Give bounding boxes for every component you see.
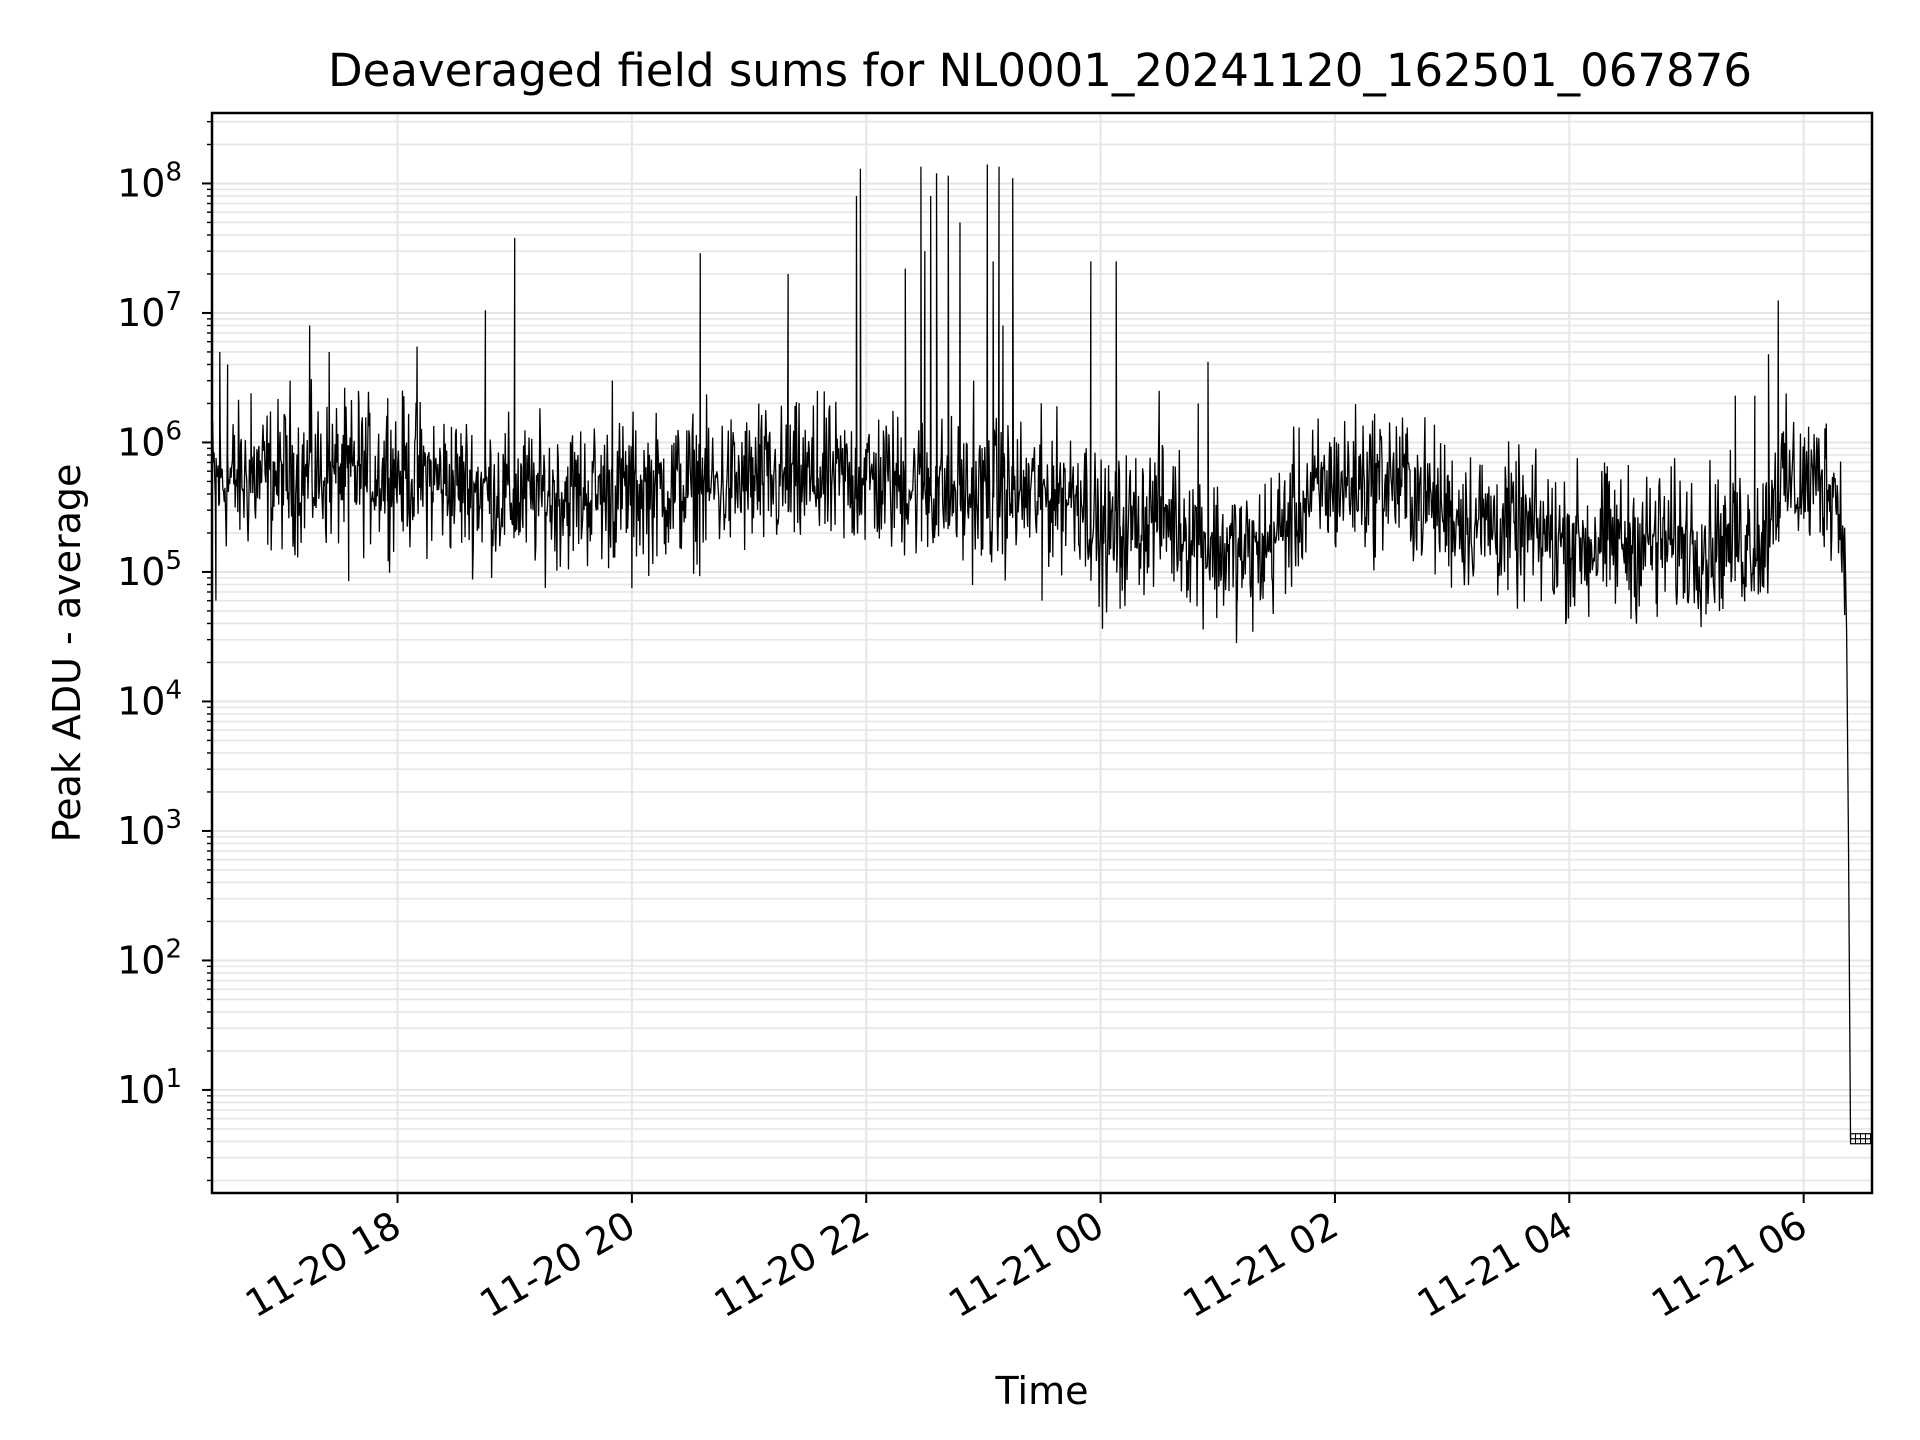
grid-lines bbox=[212, 113, 1872, 1193]
x-tick-label: 11-21 00 bbox=[941, 1203, 1111, 1327]
x-tick-label: 11-20 18 bbox=[238, 1203, 408, 1327]
y-tick-label: 108 bbox=[117, 157, 182, 205]
y-axis: 101 102 103 104 105 106 107 108 bbox=[117, 120, 212, 1182]
x-tick-label: 11-21 02 bbox=[1175, 1203, 1345, 1327]
y-tick-label: 101 bbox=[117, 1064, 182, 1112]
data-series bbox=[211, 164, 1873, 1145]
y-tick-label: 102 bbox=[117, 934, 182, 982]
y-tick-label: 105 bbox=[117, 546, 182, 594]
y-tick-label: 104 bbox=[117, 675, 182, 723]
x-tick-label: 11-21 04 bbox=[1410, 1203, 1580, 1327]
series-line bbox=[211, 164, 1872, 1140]
x-tick-label: 11-20 20 bbox=[472, 1203, 642, 1327]
plot-frame bbox=[210, 111, 1874, 1195]
x-axis-label: Time bbox=[995, 1369, 1089, 1413]
x-tick-label: 11-21 06 bbox=[1644, 1203, 1814, 1327]
y-tick-label: 107 bbox=[117, 287, 182, 335]
x-axis: 11-20 18 11-20 20 11-20 22 11-21 00 11-21 02… bbox=[238, 1193, 1814, 1326]
y-tick-label: 103 bbox=[117, 805, 182, 853]
y-tick-label: 106 bbox=[117, 416, 182, 464]
chart-title: Deaveraged field sums for NL0001_2024112… bbox=[328, 44, 1752, 97]
y-axis-label: Peak ADU - average bbox=[45, 464, 89, 843]
x-tick-label: 11-20 22 bbox=[707, 1203, 877, 1327]
